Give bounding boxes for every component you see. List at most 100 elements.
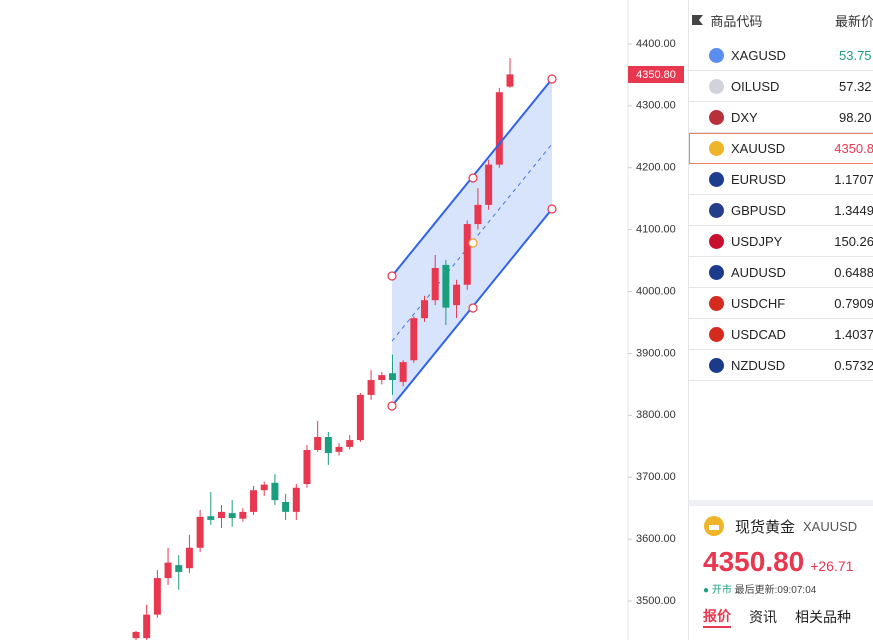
price: 1.4037 (834, 326, 873, 342)
handle[interactable] (468, 238, 478, 248)
separator (689, 500, 873, 506)
detail-price: 4350.80 (703, 546, 805, 577)
watchlist-header: 商品代码 最新价 (689, 0, 873, 40)
y-tick-label: 4300.00 (636, 100, 676, 112)
handle[interactable] (547, 204, 557, 214)
handle[interactable] (468, 173, 478, 183)
candle-body (228, 513, 236, 519)
header-symbol: 商品代码 (710, 13, 763, 29)
candle-body (399, 362, 407, 382)
watchlist-row[interactable]: EURUSD 1.1707 (689, 164, 873, 195)
symbol: USDCAD (731, 326, 786, 342)
detail-status-line: ● 开市 最后更新:09:07:04 (689, 580, 873, 602)
candle-body (324, 436, 332, 454)
candle-body (474, 204, 482, 225)
candle-body (282, 501, 290, 512)
symbol-icon (709, 109, 724, 125)
handle[interactable] (547, 74, 557, 84)
candle-body (185, 547, 193, 569)
price: 1.1707 (834, 171, 873, 187)
detail-title: 现货黄金 XAUUSD (689, 506, 873, 546)
symbol: USDJPY (731, 233, 783, 249)
watchlist-row[interactable]: USDCHF 0.7909 (689, 288, 873, 319)
candle-body (495, 92, 503, 165)
y-tick-label: 4100.00 (636, 224, 676, 236)
price: 0.5732 (834, 357, 873, 373)
candle-body (453, 284, 461, 306)
y-tick-label: 3700.00 (636, 471, 676, 483)
symbol-icon (709, 171, 724, 187)
candle-body (485, 164, 493, 205)
candle-body (175, 565, 183, 572)
tab[interactable]: 资讯 (749, 609, 777, 625)
candle-body (378, 375, 386, 381)
y-tick-label: 3800.00 (636, 409, 676, 421)
candle-body (367, 380, 375, 395)
y-tick-label: 3500.00 (636, 595, 676, 607)
price: 0.6488 (834, 264, 873, 280)
last-update: 最后更新:09:07:04 (734, 585, 817, 596)
price: 1.3449 (834, 202, 873, 218)
symbol: NZDUSD (731, 357, 786, 373)
candle-body (217, 511, 225, 519)
tab[interactable]: 相关品种 (795, 609, 851, 625)
tab-bar: 报价 资讯 相关品种 (689, 602, 873, 632)
price: 53.75 (839, 47, 872, 63)
watchlist-row[interactable]: OILUSD 57.32 (689, 71, 873, 102)
y-tick-label: 3600.00 (636, 533, 676, 545)
candle-body (132, 631, 140, 639)
candle-body (506, 74, 514, 87)
price: 150.26 (834, 233, 873, 249)
candle-body (250, 490, 258, 512)
symbol: AUDUSD (731, 264, 786, 280)
symbol-icon (709, 140, 724, 156)
candle-body (196, 516, 204, 548)
detail-symbol: XAUUSD (803, 518, 858, 534)
y-tick-label: 4000.00 (636, 285, 676, 297)
candle-body (335, 446, 343, 452)
candle-body (143, 614, 151, 639)
watchlist-row[interactable]: XAUUSD 4350.8 (689, 133, 873, 164)
price: 57.32 (839, 78, 872, 94)
y-tick-label: 4400.00 (636, 38, 676, 50)
watchlist: XAGUSD 53.75 OILUSD 57.32 DXY 98.20 XAUUSD 4350… (689, 40, 873, 381)
symbol: USDCHF (731, 295, 786, 311)
price: 98.20 (839, 109, 872, 125)
candle-body (421, 300, 429, 319)
symbol: DXY (731, 109, 758, 125)
symbol-icon (709, 233, 724, 249)
handle[interactable] (387, 271, 397, 281)
tab[interactable]: 报价 (703, 606, 731, 628)
candle-body (431, 268, 439, 301)
handle[interactable] (387, 401, 397, 411)
symbol: XAUUSD (731, 140, 786, 156)
side-panel: 商品代码 最新价 XAGUSD 53.75 OILUSD 57.32 DXY 98.20 X… (688, 0, 873, 640)
price-tag: 4350.80 (636, 69, 676, 81)
watchlist-row[interactable]: NZDUSD 0.5732 (689, 350, 873, 381)
symbol-icon (709, 202, 724, 218)
price: 0.7909 (834, 295, 873, 311)
market-status: ● 开市 (703, 585, 732, 596)
watchlist-row[interactable]: DXY 98.20 (689, 102, 873, 133)
flag-icon (692, 15, 703, 25)
detail-name: 现货黄金 (735, 518, 796, 536)
watchlist-row[interactable]: XAGUSD 53.75 (689, 40, 873, 71)
candle-body (442, 264, 450, 308)
price-chart: 3500.00 3600.00 3700.00 3800.00 3900.00 4000.… (132, 0, 684, 640)
candle-body (314, 436, 322, 450)
handle[interactable] (468, 303, 478, 313)
symbol-icon (709, 326, 724, 342)
candle-body (164, 562, 172, 579)
symbol: XAGUSD (731, 47, 786, 63)
y-tick-label: 3900.00 (636, 347, 676, 359)
candle-body (153, 578, 161, 615)
watchlist-row[interactable]: AUDUSD 0.6488 (689, 257, 873, 288)
candle-body (292, 487, 300, 512)
watchlist-row[interactable]: USDCAD 1.4037 (689, 319, 873, 350)
candle-body (239, 511, 247, 519)
watchlist-row[interactable]: GBPUSD 1.3449 (689, 195, 873, 226)
detail-change: +26.71 (810, 558, 854, 574)
watchlist-row[interactable]: USDJPY 150.26 (689, 226, 873, 257)
price: 4350.8 (834, 140, 873, 156)
